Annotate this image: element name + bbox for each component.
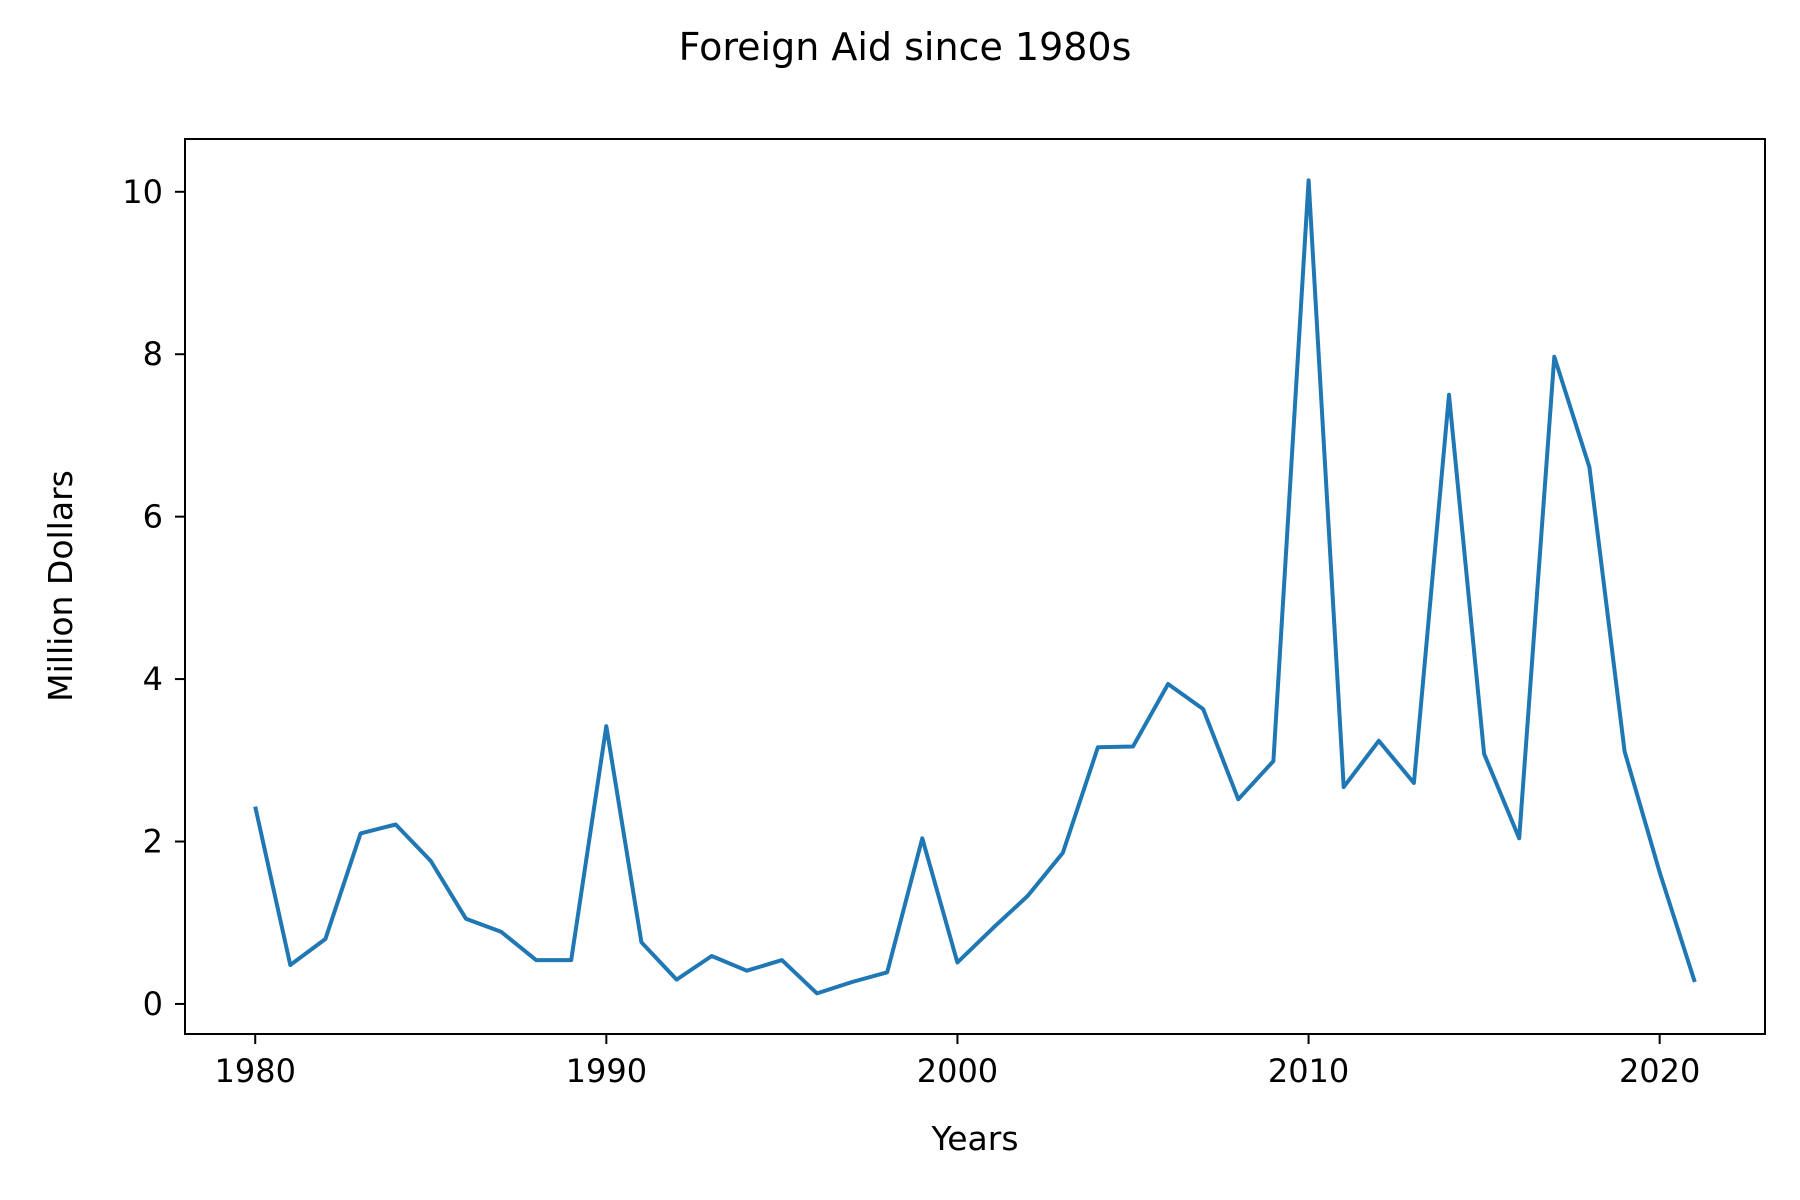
x-tick-label: 2000 xyxy=(917,1052,998,1090)
plot-area-frame xyxy=(184,138,1766,1035)
x-tick-label: 2010 xyxy=(1268,1052,1349,1090)
x-tick-label: 2020 xyxy=(1619,1052,1700,1090)
series-line xyxy=(253,178,1697,996)
x-tick-label: 1980 xyxy=(215,1052,296,1090)
x-tick-label: 1990 xyxy=(566,1052,647,1090)
y-tick-label: 6 xyxy=(143,498,163,536)
y-tick-label: 0 xyxy=(143,985,163,1023)
x-axis-label: Years xyxy=(930,1119,1018,1158)
y-tick-label: 10 xyxy=(122,173,163,211)
chart-title: Foreign Aid since 1980s xyxy=(679,25,1132,69)
y-tick-label: 2 xyxy=(143,823,163,861)
y-axis-label: Million Dollars xyxy=(41,470,80,702)
y-axis-ticks: 0 2 4 6 8 10 xyxy=(122,173,185,1023)
y-tick-label: 4 xyxy=(143,660,163,698)
x-axis-ticks: 1980 1990 2000 2010 2020 xyxy=(215,1034,1700,1090)
y-tick-label: 8 xyxy=(143,335,163,373)
